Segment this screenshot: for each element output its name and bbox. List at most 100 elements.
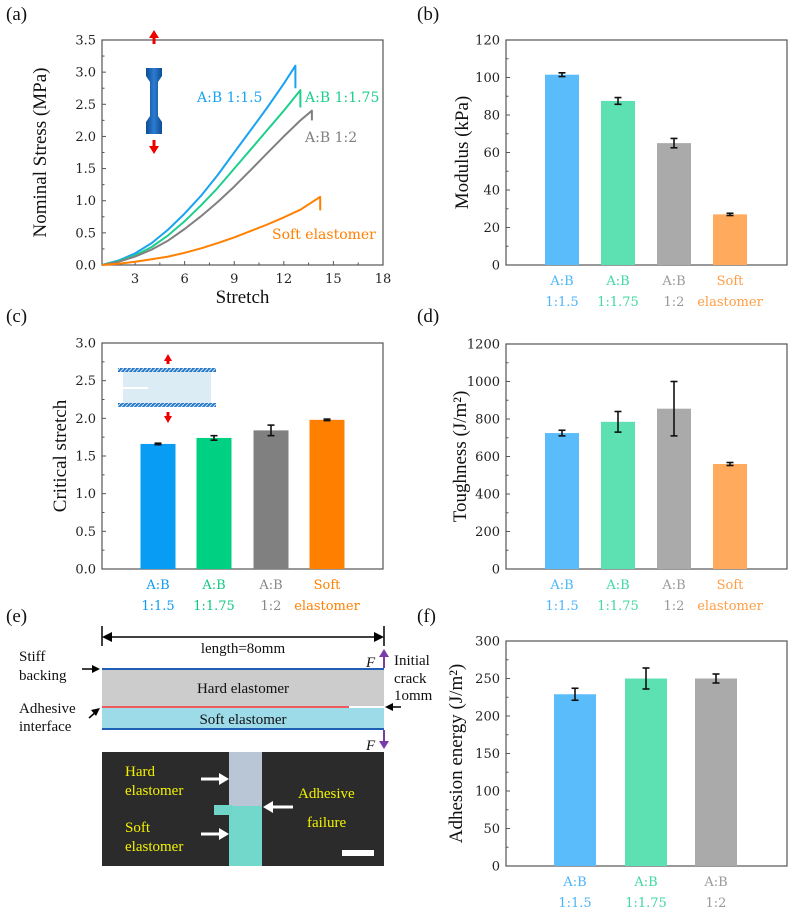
initial-crack-arrowhead-icon xyxy=(385,703,393,711)
y-tick-label: 2.0 xyxy=(75,130,96,145)
dogbone-specimen-inset xyxy=(146,30,162,154)
dim-arrow-left-icon xyxy=(102,632,112,642)
y-tick-label: 250 xyxy=(475,672,500,687)
dogbone-shape xyxy=(146,68,162,134)
category-label-line2: 1:1.75 xyxy=(597,295,639,310)
y-tick-label: 200 xyxy=(475,525,500,540)
bottom-clamp xyxy=(118,403,216,407)
y-axis-label: Adhesion energy (J/m²) xyxy=(446,664,467,843)
bar-2 xyxy=(196,437,232,569)
y-tick-label: 2.5 xyxy=(75,98,96,113)
category-label-line1: A:B xyxy=(605,274,629,289)
category-label-line1: A:B xyxy=(661,578,685,593)
chart-toughness: 0 200 400 600 800 1000 1200 Toughness (J/m²) A:B… xyxy=(450,338,788,614)
adhesive-interface-label-1: Adhesive xyxy=(19,701,76,717)
series-line-2 xyxy=(101,89,302,266)
bar-1 xyxy=(554,694,596,866)
category-label-line2: 1:1.75 xyxy=(193,599,235,614)
length-label: length=8omm xyxy=(201,641,286,657)
panel-label-d: (d) xyxy=(417,306,439,327)
x-tick-label: 12 xyxy=(276,272,293,287)
photo-soft-label-1: Soft xyxy=(125,820,151,836)
stiff-backing-label-2: backing xyxy=(19,668,67,684)
bar-1 xyxy=(545,433,579,569)
category-label-line1: Soft xyxy=(314,578,342,593)
adhesive-interface-line xyxy=(102,706,349,708)
initial-crack-label-2: crack xyxy=(394,671,427,687)
category-label-line2: 1:2 xyxy=(664,295,685,310)
y-tick-label: 0 xyxy=(492,563,500,578)
photo-failure-label-1: Adhesive xyxy=(298,786,355,802)
series-label-2: A:B 1:1.75 xyxy=(304,90,379,106)
initial-crack xyxy=(349,706,384,708)
bar-3 xyxy=(253,430,289,569)
x-tick-label: 6 xyxy=(181,272,189,287)
hard-elastomer-strip xyxy=(229,752,262,812)
category-label-line2: 1:1.5 xyxy=(545,295,578,310)
y-tick-label: 0.5 xyxy=(75,226,96,241)
x-tick-label: 18 xyxy=(375,272,392,287)
hard-elastomer-layer xyxy=(102,670,384,706)
peeled-flap xyxy=(214,805,232,815)
y-tick-label: 150 xyxy=(475,747,500,762)
category-label-line1: A:B xyxy=(258,578,282,593)
photo-arrowhead-hard-icon xyxy=(219,773,229,785)
y-axis-label: Modulus (kPa) xyxy=(452,96,473,209)
x-tick-label: 3 xyxy=(131,272,139,287)
y-tick-label: 200 xyxy=(475,710,500,725)
dim-arrow-right-icon xyxy=(374,632,384,642)
adhesion-test-schematic: length=8omm Hard elastomer Soft elastome… xyxy=(19,626,433,754)
category-label-line1: A:B xyxy=(549,274,573,289)
notch xyxy=(123,387,148,389)
force-up-arrow-icon xyxy=(379,649,389,657)
chart-modulus: 0 20 40 60 80 100 120 Modulus (kPa) A:B 1:1.5 A:B 1… xyxy=(452,34,788,310)
stiff-backing-label-1: Stiff xyxy=(19,649,45,665)
y-tick-label: 0.0 xyxy=(75,259,96,274)
photo-hard-label-1: Hard xyxy=(125,764,155,780)
adhesion-test-photo: Hard elastomer Soft elastomer Adhesive f… xyxy=(102,752,384,866)
y-tick-label: 60 xyxy=(483,146,500,161)
scale-bar xyxy=(342,850,374,856)
category-label-line2: 1:2 xyxy=(261,599,282,614)
y-tick-label: 0.0 xyxy=(75,563,96,578)
panel-label-a: (a) xyxy=(6,4,27,25)
adhesive-interface-arrowhead-icon xyxy=(91,708,100,716)
stiff-backing-arrowhead-icon xyxy=(92,665,100,673)
category-label-line2: 1:2 xyxy=(664,599,685,614)
panel-label-b: (b) xyxy=(417,4,439,25)
series-line-3 xyxy=(101,109,313,266)
y-tick-label: 20 xyxy=(483,221,500,236)
category-label-line1: Soft xyxy=(717,578,745,593)
x-axis-label: Stretch xyxy=(216,287,270,308)
y-tick-label: 100 xyxy=(475,71,500,86)
category-label-line1: Soft xyxy=(717,274,745,289)
initial-crack-label-3: 1omm xyxy=(394,688,433,704)
y-tick-label: 3.5 xyxy=(75,34,96,49)
hard-layer-label: Hard elastomer xyxy=(197,681,289,697)
series-label-4: Soft elastomer xyxy=(272,227,376,243)
y-tick-label: 600 xyxy=(475,450,500,465)
chart-adhesion-energy: 0 50 100 150 200 250 300 Adhesion energy (J/m²)… xyxy=(446,635,788,911)
pure-shear-specimen-inset xyxy=(118,354,216,423)
category-label-line2: 1:1.5 xyxy=(545,599,578,614)
initial-crack-label-1: Initial xyxy=(394,653,430,669)
series-label-3: A:B 1:2 xyxy=(304,130,357,146)
bar-2 xyxy=(625,678,667,866)
series-line-4 xyxy=(101,195,322,266)
category-label-line2: elastomer xyxy=(697,599,763,614)
soft-layer-label: Soft elastomer xyxy=(199,712,286,728)
up-arrowhead-icon xyxy=(164,354,172,361)
category-label-line2: 1:1.5 xyxy=(141,599,174,614)
y-axis-label: Nominal Stress (MPa) xyxy=(30,68,51,238)
y-tick-label: 2.5 xyxy=(75,374,96,389)
stiff-backing-top xyxy=(102,668,384,670)
chart-critical-stretch: 0.0 0.5 1.0 1.5 2.0 2.5 3.0 Critical stretch A:B… xyxy=(50,337,384,614)
top-clamp xyxy=(118,368,216,372)
up-arrowhead-icon xyxy=(149,30,159,38)
bar-1 xyxy=(140,443,176,569)
panel-label-c: (c) xyxy=(6,306,27,327)
category-label-line2: 1:2 xyxy=(706,896,727,911)
y-tick-label: 120 xyxy=(475,34,500,49)
y-axis-label: Toughness (J/m²) xyxy=(450,391,471,523)
